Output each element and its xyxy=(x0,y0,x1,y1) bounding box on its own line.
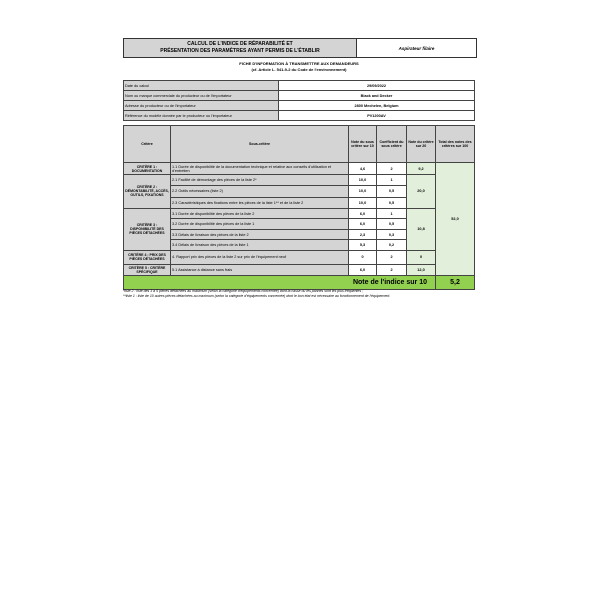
subtitle-line: (cf. Article L. 541-9-2 du Code de l'env… xyxy=(251,66,347,72)
title-line: CALCUL DE L'INDICE DE RÉPARABILITÉ ET xyxy=(187,41,293,47)
sub-score: 6,0 xyxy=(348,207,377,220)
table-row: 2.3 Caractéristiques des fixations entre… xyxy=(124,196,475,209)
criterion-score: 0 xyxy=(406,249,436,265)
col-total: Total des notes des critères sur 100 xyxy=(435,125,475,163)
table-row: CRITÈRE 4 : PRIX DES PIÈCES DÉTACHÉES 4. … xyxy=(123,249,475,265)
sub-criterion: 1.1 Durée de disponibilité de la documen… xyxy=(170,162,349,175)
sub-score: 4,6 xyxy=(348,162,377,175)
sub-score: 10,0 xyxy=(348,196,377,209)
sub-criterion: 4. Rapport prix des pièces de la liste 2… xyxy=(170,249,349,265)
criterion-name: CRITÈRE 5 : CRITÈRE SPÉCIFIQUE xyxy=(123,263,171,276)
coefficient: 0,3 xyxy=(376,228,407,241)
footnote: **liste 1 : liste de 10 autres pièces dé… xyxy=(123,294,391,298)
coefficient: 2 xyxy=(376,263,407,276)
sub-criterion: 3.2 Durée de disponibilité des pièces de… xyxy=(170,218,349,230)
product-type: Aspirateur filaire xyxy=(398,45,435,51)
criterion-name: CRITÈRE 1 : DOCUMENTATION xyxy=(123,162,171,175)
criterion-score: 20,0 xyxy=(406,174,436,209)
coefficient: 0,5 xyxy=(376,196,407,209)
header-row: Critère Sous-critère Note du sous critère … xyxy=(123,125,475,163)
info-label: Date du calcul xyxy=(123,80,279,91)
title-line: PRÉSENTATION DES PARAMÈTRES AYANT PERMIS… xyxy=(160,48,320,54)
table-row: CRITÈRE 5 : CRITÈRE SPÉCIFIQUE 5.1 Assist… xyxy=(123,263,475,276)
col-note10: Note du sous critère sur 10 xyxy=(348,125,377,163)
sub-criterion: 2.3 Caractéristiques des fixations entre… xyxy=(170,196,349,209)
info-value: PV1200AV xyxy=(278,110,475,121)
criterion-name: CRITÈRE 3 : DISPONIBILITÉ DES PIÈCES DÉT… xyxy=(123,207,171,251)
col-coef: Coefficient du sous critère xyxy=(376,125,407,163)
sub-score: 10,0 xyxy=(348,173,377,187)
total-score: 52,0 xyxy=(435,162,475,276)
info-label: Adresse du producteur ou de l'importateu… xyxy=(123,100,279,111)
coefficient: 1 xyxy=(376,207,407,220)
info-row: Date du calcul 29/09/2022 xyxy=(123,80,475,91)
title-box: CALCUL DE L'INDICE DE RÉPARABILITÉ ET PRÉ… xyxy=(123,38,477,58)
final-row: Note de l'indice sur 10 5,2 xyxy=(123,274,475,290)
sub-criterion: 2.1 Facilité de démontage des pièces de … xyxy=(170,173,349,187)
table-row: CRITÈRE 3 : DISPONIBILITÉ DES PIÈCES DÉT… xyxy=(123,207,475,251)
info-row: Nom ou marque commerciale du producteur … xyxy=(123,90,475,101)
final-score: 5,2 xyxy=(435,274,475,290)
sub-score: 6,0 xyxy=(348,218,377,230)
info-row: Adresse du producteur ou de l'importateu… xyxy=(123,100,475,111)
coefficient: 0,5 xyxy=(376,185,407,198)
table-row: 3.2 Durée de disponibilité des pièces de… xyxy=(124,218,475,230)
criterion-score: 9,2 xyxy=(406,162,436,175)
table-row: 3.3 Délais de livraison des pièces de la… xyxy=(124,228,475,241)
col-note20: Note du critère sur 20 xyxy=(406,125,436,163)
col-critere: Critère xyxy=(123,125,171,163)
coefficient: 1 xyxy=(376,173,407,187)
sub-criterion: 3.1 Durée de disponibilité des pièces de… xyxy=(170,207,349,220)
coefficient: 0,2 xyxy=(376,239,407,251)
info-table: Date du calcul 29/09/2022 Nom ou marque co… xyxy=(123,80,475,121)
sub-criterion: 3.3 Délais de livraison des pièces de la… xyxy=(170,228,349,241)
criterion-score: 12,0 xyxy=(406,263,436,276)
coefficient: 0,5 xyxy=(376,218,407,230)
info-value: 29/09/2022 xyxy=(278,80,475,91)
criterion-name: CRITÈRE 4 : PRIX DES PIÈCES DÉTACHÉES xyxy=(123,249,171,265)
subtitle: FICHE D'INFORMATION À TRANSMETTRE AUX DE… xyxy=(123,61,475,72)
info-row: Référence du modèle donnée par le produc… xyxy=(123,110,475,121)
info-value: Black and Decker xyxy=(278,90,475,101)
info-value: 2800 Mechelen, Belgium xyxy=(278,100,475,111)
table-row: CRITÈRE 2 : DÉMONTABILITÉ, ACCÈS, OUTILS… xyxy=(123,173,475,209)
final-label: Note de l'indice sur 10 xyxy=(123,274,436,290)
criterion-score: 10,8 xyxy=(406,207,436,251)
footnote: *liste 2 : liste des 3 à 5 pièces détach… xyxy=(123,289,364,293)
criterion-name: CRITÈRE 2 : DÉMONTABILITÉ, ACCÈS, OUTILS… xyxy=(123,174,171,209)
sub-criterion: 5.1 Assistance à distance sans frais xyxy=(170,263,349,276)
col-sous-critere: Sous-critère xyxy=(170,125,349,163)
sub-score: 6,0 xyxy=(348,263,377,276)
sub-score: 0 xyxy=(348,249,377,265)
info-label: Référence du modèle donnée par le produc… xyxy=(123,110,279,121)
sub-score: 5,3 xyxy=(348,239,377,251)
info-label: Nom ou marque commerciale du producteur … xyxy=(123,90,279,101)
coefficient: 2 xyxy=(376,162,407,175)
document-title: CALCUL DE L'INDICE DE RÉPARABILITÉ ET PRÉ… xyxy=(124,39,357,57)
sub-score: 2,3 xyxy=(348,228,377,241)
sub-criterion: 3.4 Délais de livraison des pièces de la… xyxy=(170,239,349,251)
sub-score: 10,0 xyxy=(348,185,377,198)
subtitle-line: FICHE D'INFORMATION À TRANSMETTRE AUX DE… xyxy=(239,61,359,66)
footnotes: *liste 2 : liste des 3 à 5 pièces détach… xyxy=(123,289,390,299)
coefficient: 2 xyxy=(376,249,407,265)
table-row: CRITÈRE 1 : DOCUMENTATION 1.1 Durée de di… xyxy=(123,162,475,276)
sub-criterion: 2.2 Outils nécessaires (liste 2) xyxy=(170,185,349,198)
score-table: Critère Sous-critère Note du sous critère … xyxy=(123,125,475,290)
